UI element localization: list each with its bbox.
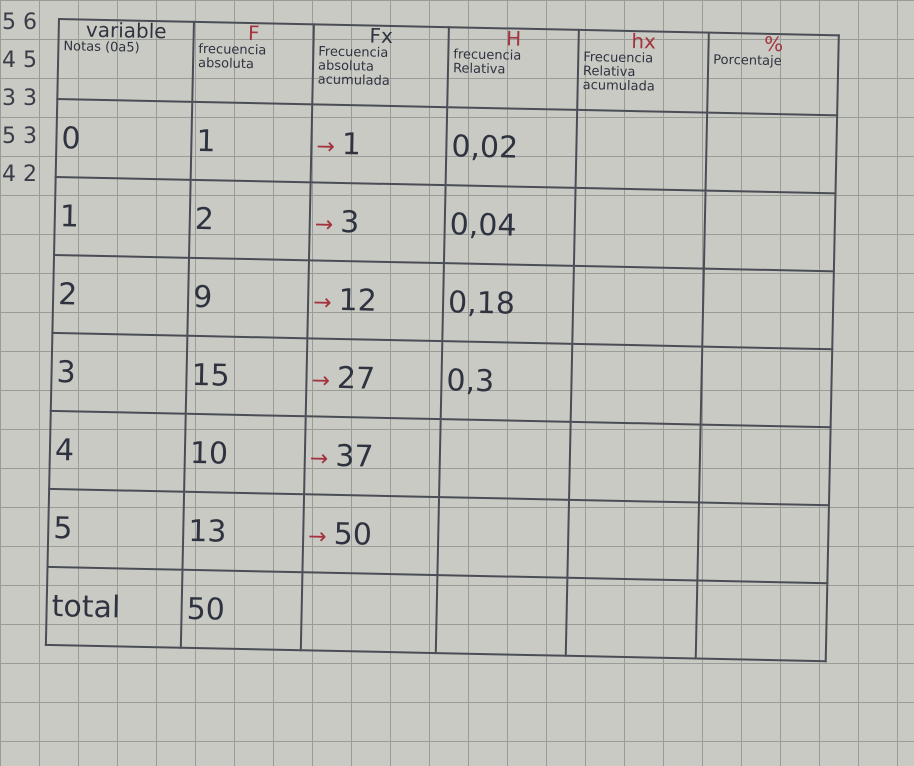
cell-h: 0,18 — [442, 263, 574, 344]
cell-h: 0,3 — [440, 341, 573, 422]
total-f: 50 — [180, 569, 303, 651]
total-label: total — [45, 566, 183, 648]
cell-f: 15 — [185, 335, 308, 417]
empty-cell — [300, 572, 438, 654]
total-row: total 50 — [45, 566, 828, 662]
empty-cell — [565, 577, 698, 659]
header-variable: variable Notas (0a5) — [57, 17, 194, 102]
cell-percent — [705, 112, 838, 194]
cell-variable: 3 — [50, 332, 188, 414]
cell-hx — [567, 499, 699, 581]
header-code: Fx — [369, 23, 394, 49]
cell-percent — [697, 502, 829, 584]
cell-f: 2 — [189, 179, 311, 261]
margin-note: 4 2 — [2, 162, 37, 187]
cell-percent — [702, 268, 834, 350]
margin-note: 5 3 — [2, 124, 37, 149]
cell-variable: 4 — [49, 410, 186, 492]
header-code: variable — [85, 17, 167, 44]
cell-fx: 1 — [310, 104, 448, 186]
cell-variable: 0 — [55, 99, 193, 180]
cell-variable: 5 — [47, 488, 185, 570]
cell-percent — [700, 346, 833, 428]
header-code: H — [505, 26, 522, 51]
cell-f: 13 — [182, 491, 305, 573]
empty-cell — [435, 575, 568, 656]
cell-hx — [572, 265, 704, 347]
cell-fx: 3 — [308, 182, 446, 264]
cell-fx: 37 — [304, 416, 441, 498]
header-label: frecuencia absoluta — [197, 41, 267, 73]
empty-cell — [695, 580, 828, 662]
header-percent: % Porcentaje — [707, 31, 839, 116]
cell-h: 0,02 — [445, 107, 578, 188]
cell-fx: 12 — [307, 260, 444, 342]
header-code: hx — [631, 29, 657, 54]
cell-f: 1 — [190, 101, 313, 183]
header-fx: Fx Frecuencia absoluta acumulada — [312, 23, 449, 108]
margin-note: 4 5 — [2, 48, 37, 73]
cell-hx — [570, 343, 703, 425]
cell-variable: 2 — [52, 254, 190, 336]
header-label: Porcentaje — [713, 52, 782, 70]
cell-f: 10 — [184, 413, 306, 495]
header-label: Notas (0a5) — [63, 39, 140, 56]
header-code: F — [247, 20, 260, 46]
header-label: Frecuencia Relativa acumulada — [582, 50, 655, 95]
header-label: Frecuencia absoluta acumulada — [317, 44, 390, 89]
cell-hx — [569, 421, 701, 503]
header-label: frecuencia Relativa — [452, 47, 522, 78]
margin-note: 3 3 — [2, 86, 37, 111]
cell-f: 9 — [187, 257, 309, 339]
cell-variable: 1 — [54, 176, 191, 258]
margin-note: 5 6 — [2, 10, 37, 35]
cell-hx — [575, 109, 708, 191]
cell-h: 0,04 — [443, 185, 576, 266]
header-hx: hx Frecuencia Relativa acumulada — [577, 29, 709, 113]
cell-fx: 50 — [302, 494, 440, 576]
cell-percent — [703, 190, 836, 272]
margin-notes: 5 6 4 5 3 3 5 3 4 2 — [2, 4, 37, 194]
cell-hx — [573, 187, 706, 269]
header-code: % — [763, 31, 784, 57]
cell-h — [439, 419, 571, 500]
cell-fx: 27 — [305, 338, 443, 420]
cell-h — [437, 497, 570, 578]
cell-percent — [698, 424, 831, 506]
